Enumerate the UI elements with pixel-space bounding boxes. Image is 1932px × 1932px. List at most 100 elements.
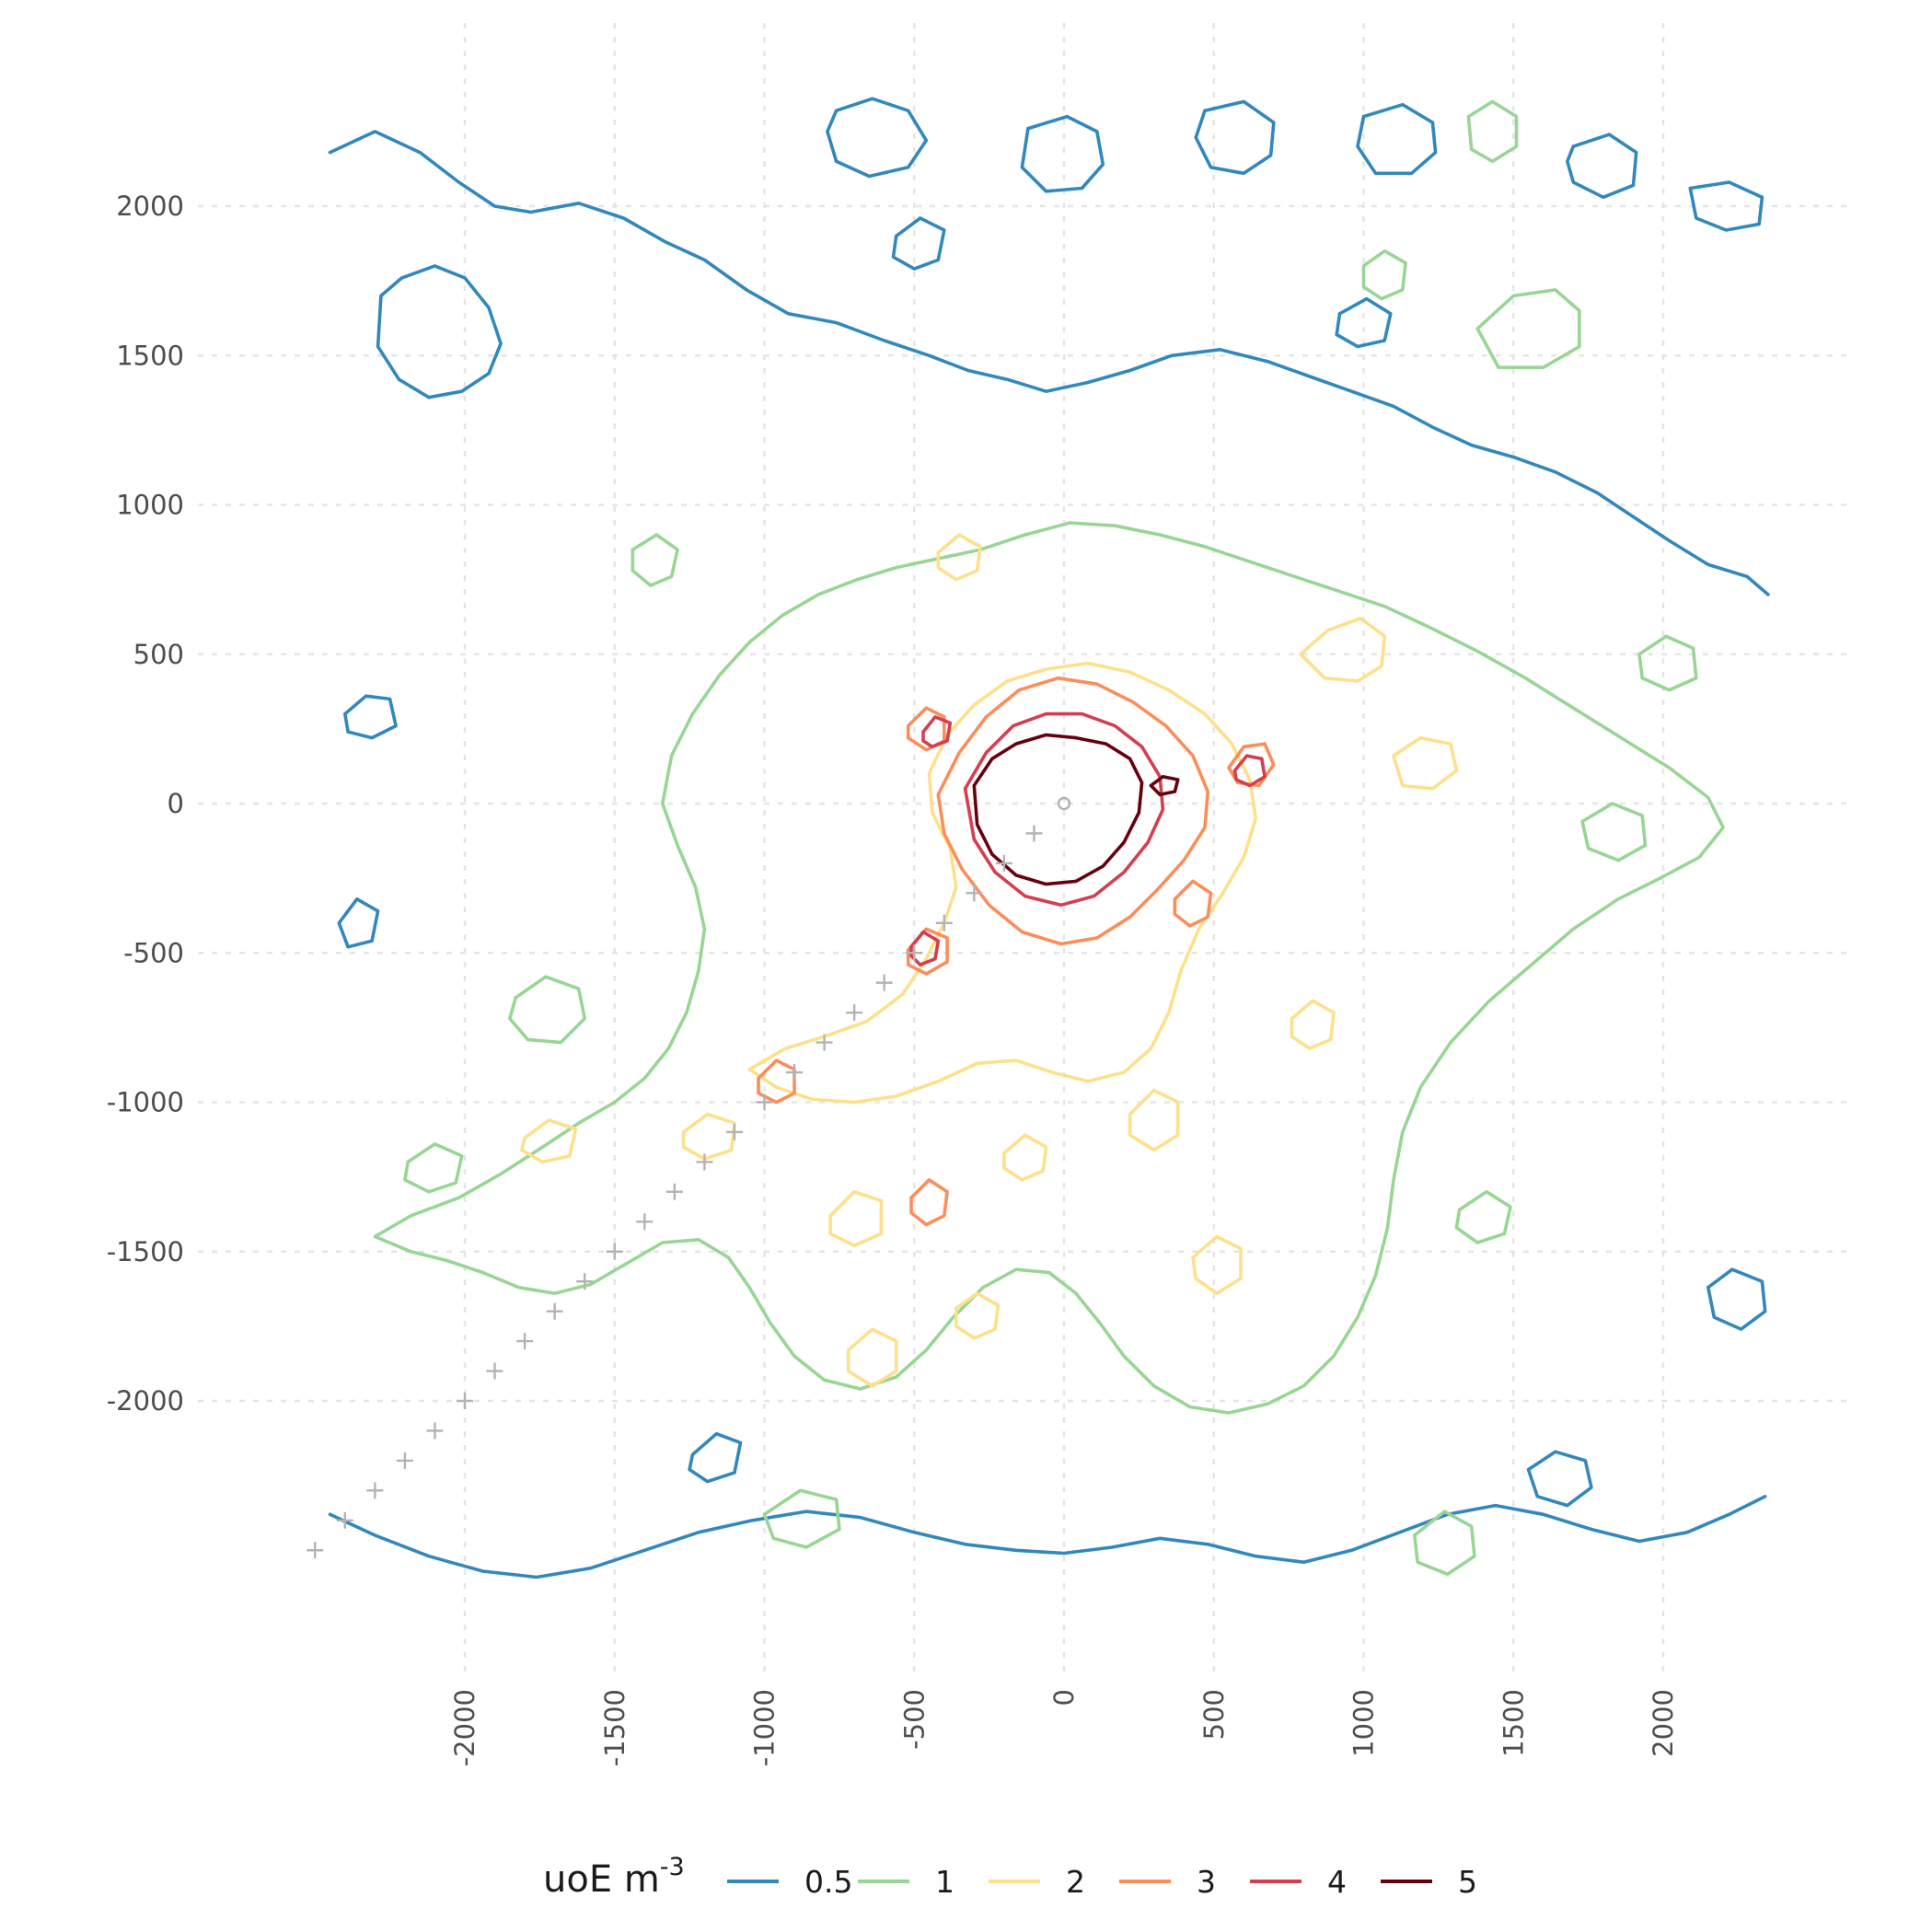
legend-item: 4 xyxy=(1250,1864,1347,1900)
receptor-marker xyxy=(546,1302,563,1320)
x-tick-label: 1000 xyxy=(1348,1689,1380,1757)
legend-label: 0.5 xyxy=(804,1864,852,1900)
contour-line-0-5 xyxy=(1356,102,1438,176)
y-tick-label: -500 xyxy=(123,937,184,968)
contour-line-3 xyxy=(909,1178,949,1227)
contour-line-4 xyxy=(909,930,941,966)
contour-line-2 xyxy=(747,661,1258,1105)
x-tick-label: -1500 xyxy=(599,1689,631,1766)
y-tick-label: 1000 xyxy=(116,490,184,521)
receptor-marker xyxy=(516,1333,534,1350)
contour-line-2 xyxy=(1002,1133,1048,1182)
y-tick-label: -1500 xyxy=(107,1236,184,1267)
contour-line-2 xyxy=(954,1291,1001,1340)
receptor-marker xyxy=(875,974,893,991)
legend-label: 1 xyxy=(935,1864,954,1900)
contour-line-2 xyxy=(846,1327,898,1388)
contour-line-1 xyxy=(1580,802,1648,862)
contour-line-2 xyxy=(1191,1234,1243,1295)
contour-line-2 xyxy=(520,1118,578,1164)
receptor-marker xyxy=(906,944,923,962)
receptor-marker xyxy=(1025,825,1043,842)
receptor-marker xyxy=(606,1243,623,1260)
contour-line-0-5 xyxy=(1335,296,1393,349)
contour-lines xyxy=(328,97,1770,1579)
x-tick-label: -1000 xyxy=(749,1689,781,1766)
contour-line-0-5 xyxy=(328,1495,1767,1579)
receptor-marker xyxy=(756,1093,773,1111)
contour-line-1 xyxy=(373,521,1725,1415)
legend-title-superscript: -3 xyxy=(660,1853,685,1881)
contour-line-0-5 xyxy=(328,130,1770,596)
source-point xyxy=(1057,796,1071,811)
legend-item: 3 xyxy=(1119,1864,1216,1900)
contour-line-5 xyxy=(972,733,1144,886)
legend-label: 5 xyxy=(1458,1864,1477,1900)
contour-line-0-5 xyxy=(1194,99,1276,176)
receptor-marker xyxy=(966,885,983,902)
source-marker xyxy=(1057,796,1071,811)
contour-line-2 xyxy=(681,1112,736,1161)
legend-title: uoE m-3 xyxy=(543,1853,685,1901)
contour-line-1 xyxy=(1466,99,1519,164)
contour-line-4 xyxy=(921,715,953,749)
contour-line-0-5 xyxy=(376,264,503,399)
receptor-marker xyxy=(336,1511,353,1529)
contour-line-3 xyxy=(936,676,1209,946)
receptor-marker xyxy=(636,1213,654,1231)
contour-line-4 xyxy=(1232,754,1267,788)
contour-line-3 xyxy=(906,927,949,976)
contour-line-1 xyxy=(403,1142,464,1194)
legend-item: 5 xyxy=(1381,1864,1477,1900)
x-axis-tick-labels: -2000 -1500 -1000 -500 0 500 1000 1500 2000 xyxy=(449,1689,1679,1766)
receptor-marker xyxy=(396,1452,413,1469)
receptor-marker xyxy=(486,1362,503,1380)
contour-line-3 xyxy=(757,1059,796,1105)
receptor-marker xyxy=(725,1123,743,1140)
receptor-marker xyxy=(846,1004,863,1022)
contour-line-0-5 xyxy=(1566,133,1638,200)
receptor-marker xyxy=(457,1393,473,1409)
contour-line-3 xyxy=(1227,742,1276,788)
receptor-marker xyxy=(786,1064,804,1082)
contour-line-0-5 xyxy=(1688,180,1764,232)
legend-item: 2 xyxy=(989,1864,1085,1900)
contour-line-3 xyxy=(1173,879,1213,928)
receptor-marker xyxy=(665,1183,683,1200)
legend-label: 3 xyxy=(1197,1864,1216,1900)
legend-label: 2 xyxy=(1066,1864,1085,1900)
legend-items: 0.5 1 2 3 4 5 xyxy=(727,1864,1477,1900)
y-tick-label: -2000 xyxy=(107,1385,184,1417)
y-tick-label: 1500 xyxy=(116,340,184,371)
contour-line-1 xyxy=(1454,1190,1512,1244)
contour-line-0-5 xyxy=(826,97,929,179)
legend: uoE m-3 0.5 1 2 3 4 5 xyxy=(543,1853,1477,1901)
y-tick-label: 0 xyxy=(168,788,184,819)
x-tick-label: 1500 xyxy=(1498,1689,1529,1757)
receptor-marker xyxy=(366,1482,384,1499)
contour-line-4 xyxy=(963,711,1165,908)
contour-line-2 xyxy=(936,533,982,582)
x-tick-label: -2000 xyxy=(449,1689,480,1766)
contour-line-2 xyxy=(1290,999,1336,1050)
receptor-marker xyxy=(935,914,953,931)
contour-line-0-5 xyxy=(1526,1450,1593,1508)
legend-label: 4 xyxy=(1327,1864,1347,1900)
contour-line-0-5 xyxy=(1706,1267,1767,1331)
receptor-markers xyxy=(307,825,1043,1559)
contour-line-5 xyxy=(1149,775,1180,797)
contour-line-0-5 xyxy=(337,897,380,949)
x-tick-label: 2000 xyxy=(1648,1689,1679,1757)
contour-line-1 xyxy=(1475,288,1581,369)
receptor-marker xyxy=(307,1542,324,1559)
contour-line-1 xyxy=(508,975,586,1045)
x-tick-label: 500 xyxy=(1198,1689,1230,1740)
receptor-marker xyxy=(696,1153,713,1171)
contour-line-0-5 xyxy=(343,694,398,740)
legend-item: 0.5 xyxy=(727,1864,852,1900)
y-axis-tick-labels: -2000 -1500 -1000 -500 0 500 1000 1500 2000 xyxy=(107,191,184,1417)
contour-line-2 xyxy=(1128,1088,1180,1152)
receptor-marker xyxy=(995,854,1012,872)
receptor-marker xyxy=(816,1034,833,1051)
